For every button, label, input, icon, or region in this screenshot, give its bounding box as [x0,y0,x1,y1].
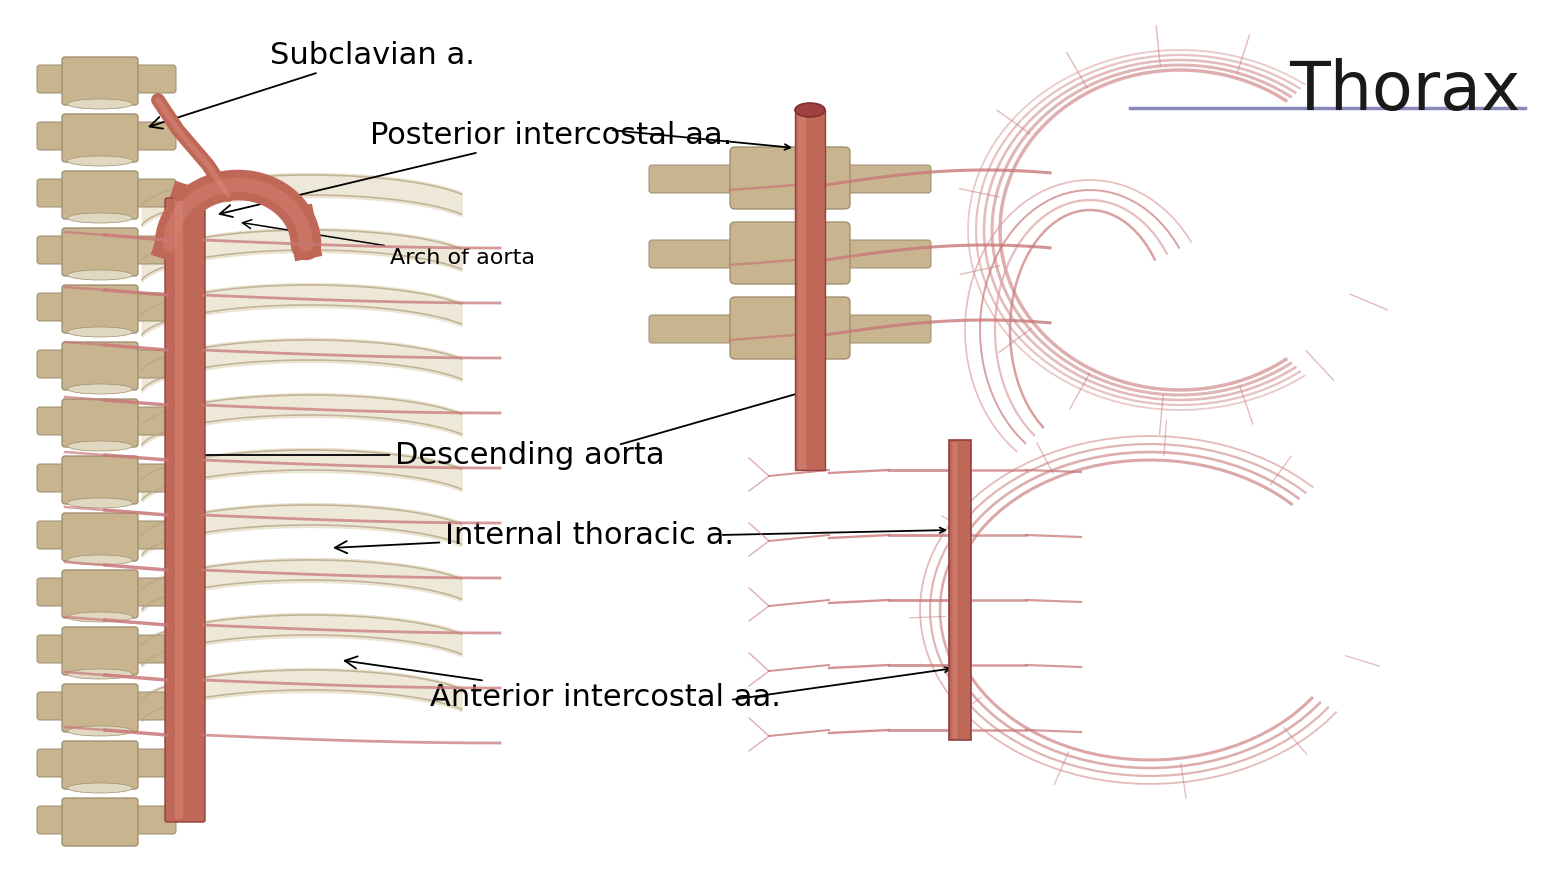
FancyBboxPatch shape [133,407,176,435]
FancyBboxPatch shape [62,456,137,504]
Ellipse shape [67,384,133,394]
FancyBboxPatch shape [37,236,72,264]
FancyBboxPatch shape [37,464,72,492]
FancyBboxPatch shape [62,285,137,333]
FancyBboxPatch shape [133,578,176,606]
Ellipse shape [67,783,133,793]
FancyBboxPatch shape [846,240,931,268]
FancyBboxPatch shape [133,749,176,777]
FancyBboxPatch shape [62,741,137,789]
FancyBboxPatch shape [37,179,72,207]
FancyBboxPatch shape [37,407,72,435]
FancyBboxPatch shape [649,240,735,268]
FancyBboxPatch shape [133,236,176,264]
FancyBboxPatch shape [62,228,137,276]
FancyBboxPatch shape [62,570,137,618]
FancyBboxPatch shape [62,513,137,561]
Text: Subclavian a.: Subclavian a. [150,40,474,129]
FancyBboxPatch shape [62,342,137,390]
FancyBboxPatch shape [62,399,137,447]
FancyBboxPatch shape [133,635,176,663]
Ellipse shape [67,156,133,166]
Ellipse shape [67,270,133,280]
FancyBboxPatch shape [649,315,735,343]
Ellipse shape [67,213,133,223]
Ellipse shape [796,103,825,117]
Ellipse shape [67,441,133,451]
Ellipse shape [67,669,133,679]
FancyBboxPatch shape [133,179,176,207]
FancyBboxPatch shape [846,165,931,193]
FancyBboxPatch shape [133,122,176,150]
FancyBboxPatch shape [37,350,72,378]
FancyBboxPatch shape [37,293,72,321]
Text: Posterior intercostal aa.: Posterior intercostal aa. [220,121,732,217]
FancyBboxPatch shape [37,578,72,606]
FancyBboxPatch shape [730,222,850,284]
FancyBboxPatch shape [133,65,176,93]
Ellipse shape [67,612,133,622]
FancyBboxPatch shape [62,684,137,732]
FancyBboxPatch shape [846,315,931,343]
FancyBboxPatch shape [37,749,72,777]
Ellipse shape [67,99,133,109]
FancyBboxPatch shape [37,122,72,150]
Ellipse shape [67,327,133,337]
Text: Descending aorta: Descending aorta [190,441,665,469]
FancyBboxPatch shape [133,521,176,549]
FancyBboxPatch shape [62,798,137,846]
FancyBboxPatch shape [133,293,176,321]
Bar [796,110,825,470]
FancyBboxPatch shape [37,806,72,834]
Text: Anterior intercostal aa.: Anterior intercostal aa. [345,656,782,713]
FancyBboxPatch shape [133,692,176,720]
Ellipse shape [67,498,133,508]
FancyBboxPatch shape [649,165,735,193]
Text: Internal thoracic a.: Internal thoracic a. [335,520,735,553]
FancyBboxPatch shape [37,635,72,663]
FancyBboxPatch shape [165,198,204,822]
FancyBboxPatch shape [62,627,137,675]
Ellipse shape [67,726,133,736]
FancyBboxPatch shape [133,464,176,492]
FancyBboxPatch shape [37,65,72,93]
FancyBboxPatch shape [730,147,850,209]
Ellipse shape [67,555,133,565]
FancyBboxPatch shape [133,806,176,834]
FancyBboxPatch shape [730,297,850,359]
Text: Arch of aorta: Arch of aorta [242,220,535,268]
FancyBboxPatch shape [133,350,176,378]
FancyBboxPatch shape [37,521,72,549]
FancyBboxPatch shape [37,692,72,720]
Bar [948,440,970,740]
FancyBboxPatch shape [62,114,137,162]
FancyBboxPatch shape [62,57,137,105]
FancyBboxPatch shape [62,171,137,219]
Text: Thorax: Thorax [1289,58,1519,124]
